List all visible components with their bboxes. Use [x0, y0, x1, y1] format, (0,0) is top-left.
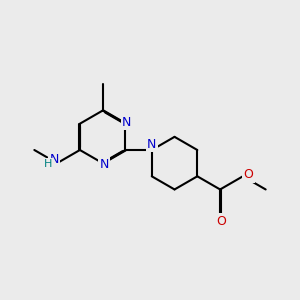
Text: N: N [99, 158, 109, 171]
Text: N: N [122, 116, 131, 129]
Text: H: H [44, 160, 52, 170]
Text: O: O [244, 169, 254, 182]
Text: O: O [217, 214, 226, 227]
Text: N: N [49, 154, 59, 166]
Text: N: N [147, 138, 156, 151]
